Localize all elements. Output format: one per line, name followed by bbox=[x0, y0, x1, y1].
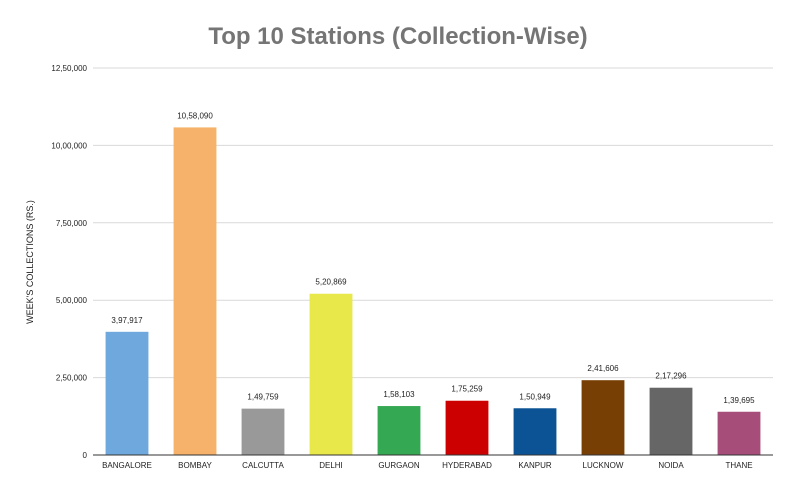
x-tick-label: CALCUTTA bbox=[242, 461, 284, 470]
bar-delhi bbox=[309, 293, 353, 455]
data-label: 2,17,296 bbox=[655, 372, 687, 381]
y-axis-ticks: 0 2,50,000 5,00,000 7,50,000 10,00,000 12,50,… bbox=[51, 64, 87, 460]
y-tick-label: 0 bbox=[83, 451, 88, 460]
x-tick-label: NOIDA bbox=[658, 461, 684, 470]
x-axis-ticks: BANGALORE BOMBAY CALCUTTA DELHI GURGAON HYDER… bbox=[102, 461, 752, 470]
data-label: 1,75,259 bbox=[451, 385, 483, 394]
x-tick-label: BOMBAY bbox=[178, 461, 212, 470]
bar-gurgaon bbox=[377, 406, 421, 455]
bar-thane bbox=[717, 411, 761, 455]
y-tick-label: 10,00,000 bbox=[51, 141, 87, 150]
y-tick-label: 7,50,000 bbox=[56, 219, 88, 228]
data-label: 2,41,606 bbox=[587, 364, 619, 373]
bar-noida bbox=[649, 387, 693, 455]
bar-bombay bbox=[173, 127, 217, 455]
bar-calcutta bbox=[241, 408, 285, 455]
data-label: 1,50,949 bbox=[519, 392, 551, 401]
bar-bangalore bbox=[105, 331, 149, 455]
x-tick-label: GURGAON bbox=[378, 461, 420, 470]
data-labels: 3,97,917 10,58,090 1,49,759 5,20,869 1,58,10… bbox=[111, 111, 755, 404]
y-tick-label: 5,00,000 bbox=[56, 296, 88, 305]
bar-lucknow bbox=[581, 380, 625, 455]
x-tick-label: LUCKNOW bbox=[583, 461, 624, 470]
data-label: 5,20,869 bbox=[315, 278, 347, 287]
y-tick-label: 2,50,000 bbox=[56, 374, 88, 383]
data-label: 1,58,103 bbox=[383, 390, 415, 399]
x-tick-label: BANGALORE bbox=[102, 461, 152, 470]
bar-kanpur bbox=[513, 408, 557, 455]
x-tick-label: THANE bbox=[725, 461, 752, 470]
data-label: 1,49,759 bbox=[247, 393, 279, 402]
bar-hyderabad bbox=[445, 400, 489, 455]
y-axis-label: WEEK'S COLLECTIONS (RS.) bbox=[25, 200, 35, 324]
x-tick-label: KANPUR bbox=[518, 461, 552, 470]
x-tick-label: DELHI bbox=[319, 461, 343, 470]
x-tick-label: HYDERABAD bbox=[442, 461, 492, 470]
data-label: 1,39,695 bbox=[723, 396, 755, 405]
bars bbox=[105, 127, 761, 455]
data-label: 3,97,917 bbox=[111, 316, 143, 325]
y-tick-label: 12,50,000 bbox=[51, 64, 87, 73]
data-label: 10,58,090 bbox=[177, 111, 213, 120]
chart-title: Top 10 Stations (Collection-Wise) bbox=[208, 23, 587, 50]
